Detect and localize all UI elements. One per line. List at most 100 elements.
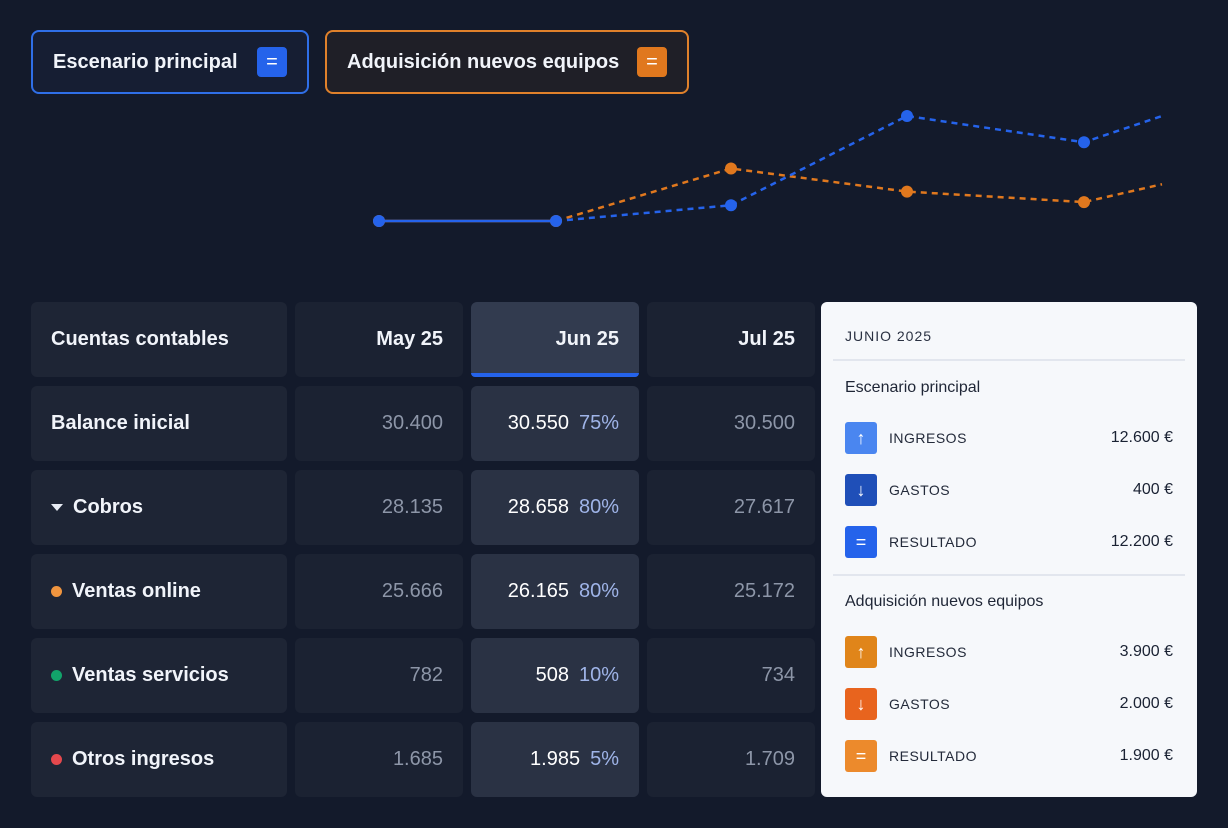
column-header-accounts: Cuentas contables — [31, 302, 287, 377]
table-cell[interactable]: 26.165 80% — [471, 554, 639, 629]
divider — [833, 359, 1185, 361]
series-line-dashed — [555, 114, 1163, 223]
data-point — [725, 162, 737, 175]
cell-value: 1.985 — [530, 748, 581, 770]
data-point — [1078, 196, 1090, 209]
row-label: Otros ingresos — [72, 748, 215, 770]
scenario-tab-main[interactable]: Escenario principal = — [31, 30, 309, 94]
column-header-jun[interactable]: Jun 25 — [471, 302, 639, 377]
summary-row: ↑ INGRESOS 12.600 € — [845, 422, 1173, 454]
summary-row: ↓ GASTOS 2.000 € — [845, 688, 1173, 720]
summary-label: INGRESOS — [889, 430, 967, 446]
data-point — [901, 110, 913, 122]
arrow-down-icon: ↓ — [845, 688, 877, 720]
data-point — [550, 215, 562, 227]
row-label: Ventas online — [72, 580, 201, 602]
cell-percent: 75% — [578, 412, 619, 434]
series-line-dashed — [555, 167, 1163, 223]
row-label-ventas-online: Ventas online — [31, 554, 287, 629]
summary-value: 400 € — [1132, 481, 1173, 498]
red-dot-icon — [51, 754, 62, 765]
cell-percent: 5% — [590, 748, 619, 770]
table-cell[interactable]: 25.172 — [647, 554, 815, 629]
table-cell[interactable]: 30.500 — [647, 386, 815, 461]
summary-value: 2.000 € — [1119, 695, 1173, 712]
equals-icon: = — [257, 47, 287, 77]
scenario-tab-alt[interactable]: Adquisición nuevos equipos = — [325, 30, 689, 94]
cell-value: 27.617 — [733, 496, 795, 518]
header-label: Cuentas contables — [51, 328, 229, 350]
scenario-main-label: Escenario principal — [53, 50, 238, 73]
column-header-jul[interactable]: Jul 25 — [647, 302, 815, 377]
row-label: Balance inicial — [51, 412, 190, 434]
table-cell[interactable]: 25.666 — [295, 554, 463, 629]
data-point — [901, 185, 913, 198]
cell-value: 30.550 — [507, 412, 569, 434]
table-cell[interactable]: 1.709 — [647, 722, 815, 797]
green-dot-icon — [51, 670, 62, 681]
arrow-down-icon: ↓ — [845, 474, 877, 506]
arrow-up-icon: ↑ — [845, 636, 877, 668]
summary-label: GASTOS — [889, 696, 951, 712]
summary-label: GASTOS — [889, 482, 951, 498]
table-cell[interactable]: 30.550 75% — [471, 386, 639, 461]
data-point — [725, 199, 737, 212]
cell-value: 1.685 — [392, 748, 443, 770]
table-cell[interactable]: 1.685 — [295, 722, 463, 797]
selected-column-indicator — [471, 373, 639, 377]
table-cell[interactable]: 28.135 — [295, 470, 463, 545]
row-label: Ventas servicios — [72, 664, 229, 686]
orange-dot-icon — [51, 586, 62, 597]
cell-value: 26.165 — [507, 580, 569, 602]
row-label-balance-inicial: Balance inicial — [31, 386, 287, 461]
section-title-main: Escenario principal — [845, 379, 981, 396]
table-cell[interactable]: 1.985 5% — [471, 722, 639, 797]
header-label: Jun 25 — [555, 328, 619, 350]
equals-icon: = — [845, 526, 877, 558]
summary-label: RESULTADO — [889, 748, 977, 764]
cell-value: 25.172 — [733, 580, 795, 602]
month-detail-card: JUNIO 2025 Escenario principal ↑ INGRESO… — [821, 302, 1197, 797]
table-cell[interactable]: 734 — [647, 638, 815, 713]
cell-percent: 80% — [578, 496, 619, 518]
cell-percent: 80% — [578, 580, 619, 602]
summary-value: 1.900 € — [1119, 747, 1173, 764]
table-cell[interactable]: 782 — [295, 638, 463, 713]
row-label: Cobros — [73, 496, 143, 518]
table-cell[interactable]: 27.617 — [647, 470, 815, 545]
table-cell[interactable]: 30.400 — [295, 386, 463, 461]
data-point — [373, 215, 385, 227]
summary-value: 12.600 € — [1110, 429, 1173, 446]
cell-value: 508 — [535, 664, 569, 686]
summary-value: 3.900 € — [1119, 643, 1173, 660]
row-label-ventas-servicios: Ventas servicios — [31, 638, 287, 713]
table-cell[interactable]: 28.658 80% — [471, 470, 639, 545]
equals-icon: = — [845, 740, 877, 772]
caret-down-icon[interactable] — [51, 504, 63, 511]
cell-value: 28.658 — [507, 496, 569, 518]
cell-value: 28.135 — [381, 496, 443, 518]
summary-value: 12.200 € — [1110, 533, 1173, 550]
scenario-alt-label: Adquisición nuevos equipos — [347, 50, 620, 73]
table-cell[interactable]: 508 10% — [471, 638, 639, 713]
equals-icon: = — [637, 47, 667, 77]
row-label-cobros[interactable]: Cobros — [31, 470, 287, 545]
header-label: May 25 — [376, 328, 443, 350]
summary-row: ↓ GASTOS 400 € — [845, 474, 1173, 506]
header-label: Jul 25 — [738, 328, 795, 350]
summary-label: INGRESOS — [889, 644, 967, 660]
cell-value: 25.666 — [381, 580, 443, 602]
divider — [833, 574, 1185, 576]
data-point — [1078, 136, 1090, 149]
cell-percent: 10% — [578, 664, 619, 686]
summary-row: = RESULTADO 12.200 € — [845, 526, 1173, 558]
section-title-alt: Adquisición nuevos equipos — [845, 593, 1044, 610]
cell-value: 30.500 — [733, 412, 795, 434]
card-title: JUNIO 2025 — [845, 328, 933, 344]
cell-value: 1.709 — [744, 748, 795, 770]
column-header-may[interactable]: May 25 — [295, 302, 463, 377]
summary-row: ↑ INGRESOS 3.900 € — [845, 636, 1173, 668]
cell-value: 734 — [761, 664, 795, 686]
summary-label: RESULTADO — [889, 534, 977, 550]
scenario-line-chart — [373, 110, 1163, 227]
